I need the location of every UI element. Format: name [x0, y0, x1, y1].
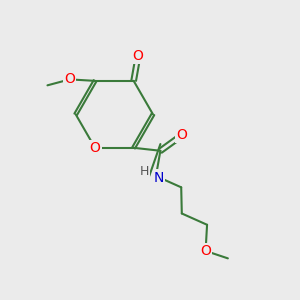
Text: O: O: [64, 72, 75, 86]
Text: O: O: [133, 49, 143, 63]
Text: H: H: [140, 165, 149, 178]
Text: O: O: [90, 141, 101, 155]
Text: N: N: [154, 170, 164, 184]
Text: O: O: [176, 128, 187, 142]
Text: O: O: [200, 244, 211, 258]
